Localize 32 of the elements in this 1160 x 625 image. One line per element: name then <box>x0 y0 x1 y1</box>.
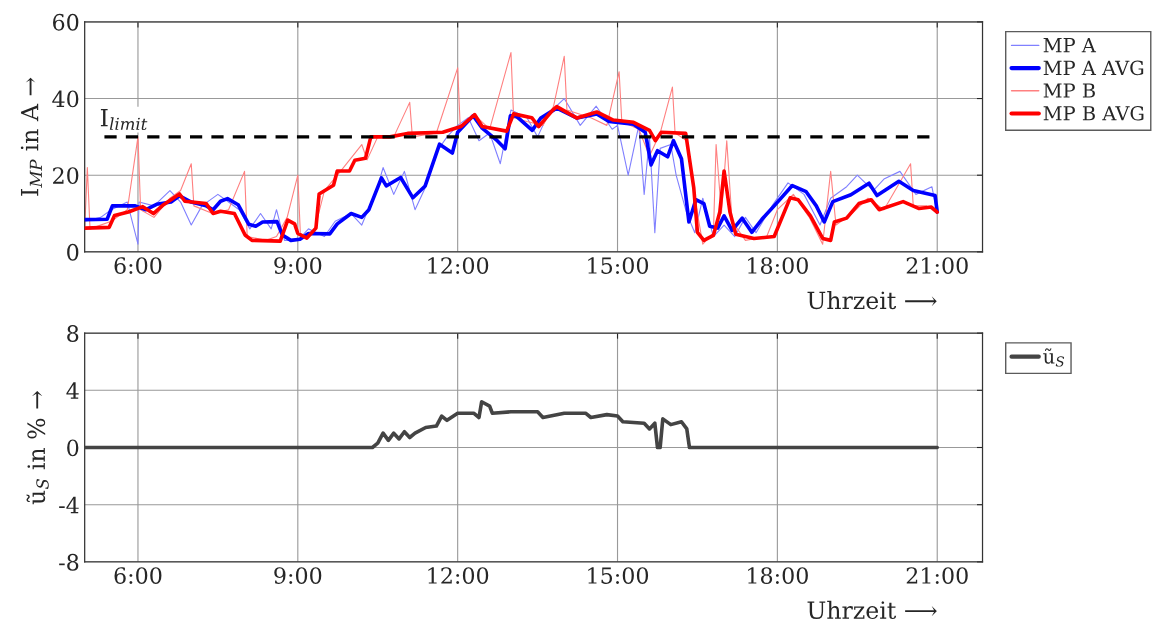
x-tick-label: 21:00 <box>906 257 968 274</box>
legend-label: MP A AVG <box>1043 60 1144 76</box>
y-tick-label: 4 <box>66 382 79 399</box>
x-tick-label: 15:00 <box>588 257 649 274</box>
x-axis-title: Uhrzeit ⟶ <box>807 600 937 620</box>
y-tick-label: 60 <box>53 13 79 31</box>
y-tick-label: 40 <box>52 90 79 108</box>
legend-label: ũ$_{S}$ <box>1043 348 1065 367</box>
x-tick-label: 21:00 <box>906 567 968 584</box>
y-tick-label: 20 <box>53 167 79 184</box>
x-tick-label: 9:00 <box>274 257 322 274</box>
y-axis-title: I$_{MP}$ in A → <box>20 77 42 196</box>
x-tick-label: 12:00 <box>428 257 489 274</box>
y-tick-label: 8 <box>67 325 79 342</box>
x-tick-label: 12:00 <box>428 567 489 584</box>
ref-line-label: I$_{limit}$ <box>100 108 148 131</box>
x-tick-label: 6:00 <box>114 257 162 274</box>
y-tick-label: -8 <box>59 553 79 571</box>
line-series <box>84 399 940 450</box>
y-tick-label: -4 <box>59 496 79 514</box>
x-tick-label: 15:00 <box>588 567 649 584</box>
x-axis-title: Uhrzeit ⟶ <box>807 290 937 310</box>
y-tick-label: 0 <box>67 439 79 457</box>
x-tick-label: 9:00 <box>274 567 322 584</box>
x-tick-label: 18:00 <box>748 567 808 584</box>
legend-label: MP A <box>1043 38 1097 53</box>
x-tick-label: 6:00 <box>114 567 162 584</box>
y-axis-title: ũ$_{S}$ in % → <box>26 391 49 505</box>
x-tick-label: 18:00 <box>748 257 808 274</box>
y-tick-label: 0 <box>67 243 79 261</box>
legend-label: MP B AVG <box>1043 105 1144 121</box>
legend-label: MP B <box>1043 83 1095 98</box>
